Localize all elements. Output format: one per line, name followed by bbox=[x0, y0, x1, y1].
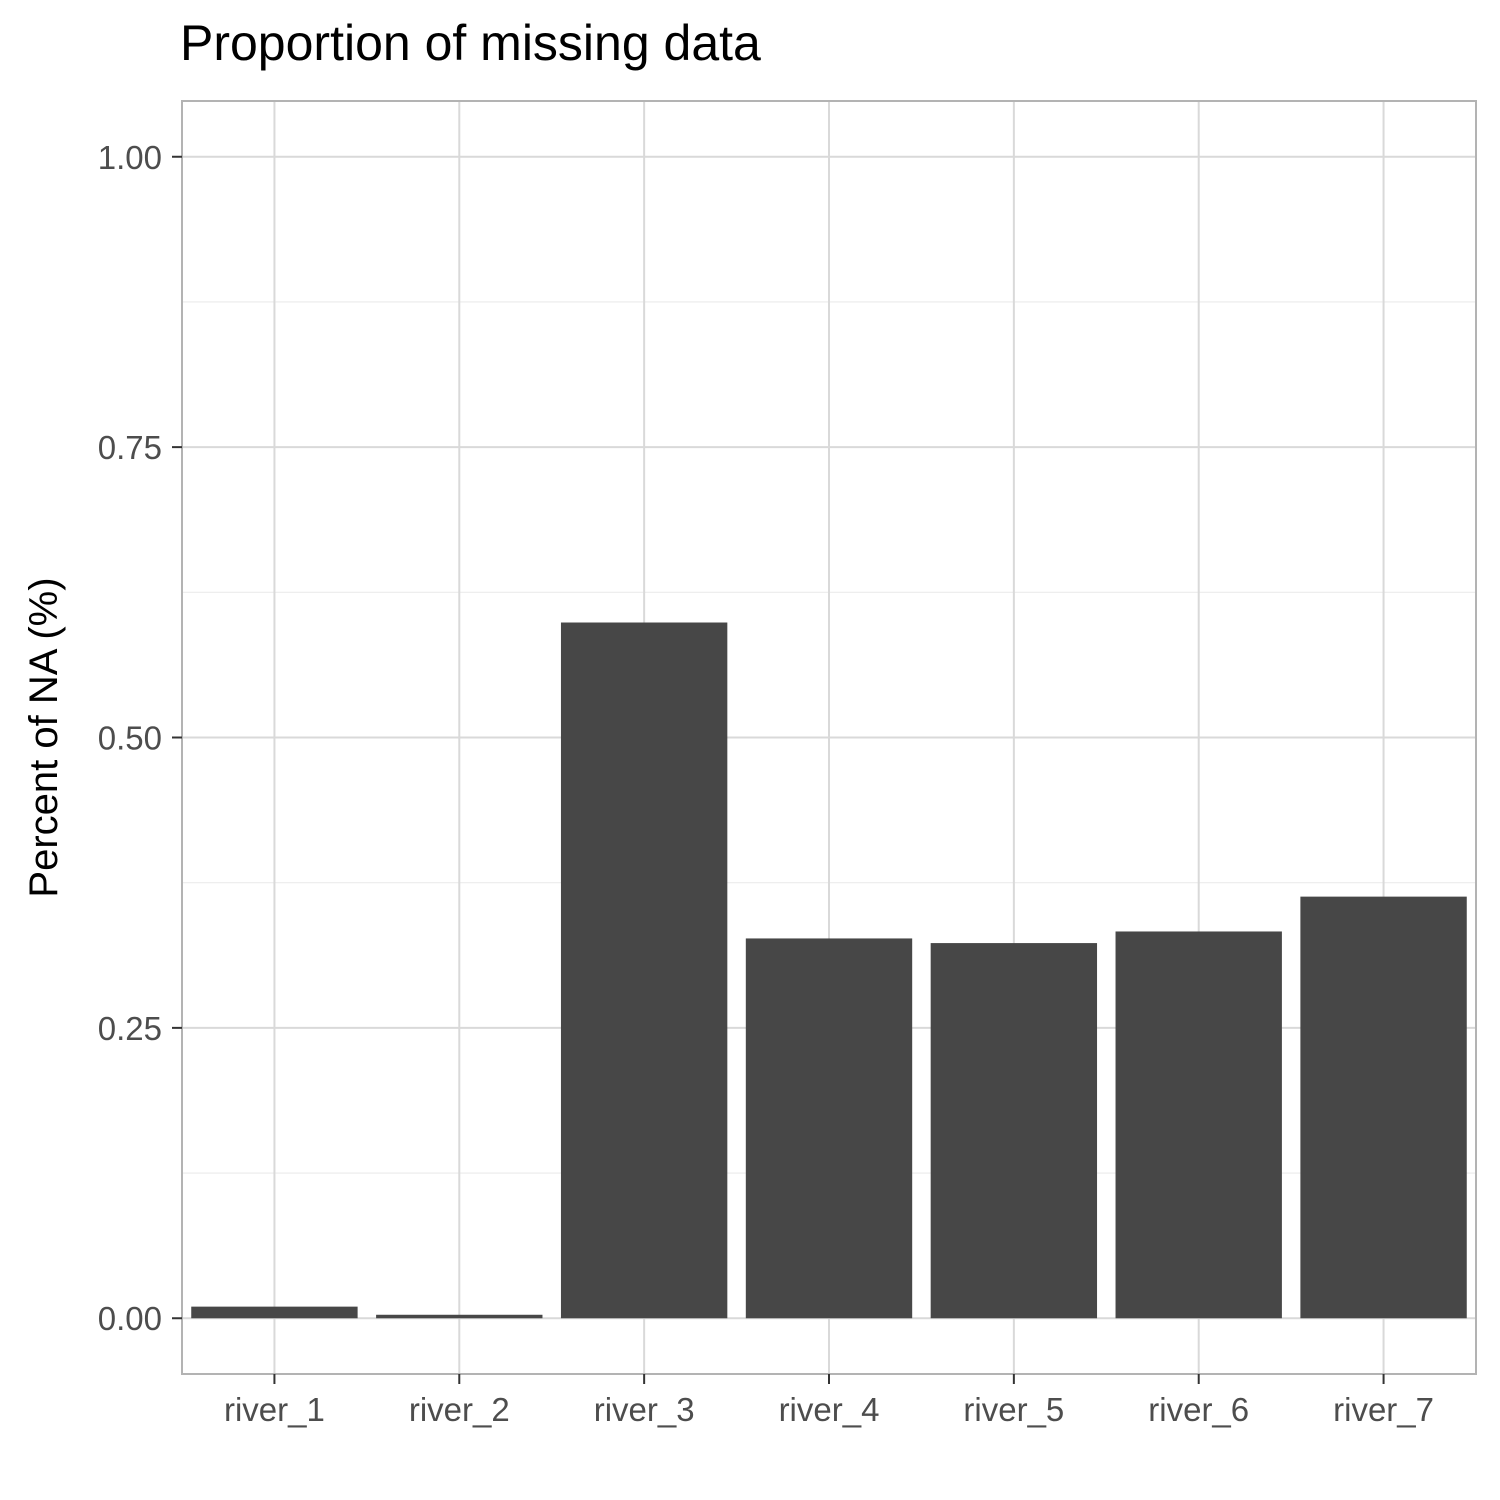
x-tick-label: river_2 bbox=[409, 1391, 510, 1428]
y-tick-label: 0.25 bbox=[98, 1010, 162, 1047]
x-tick-label: river_7 bbox=[1333, 1391, 1434, 1428]
bar-river_3 bbox=[560, 622, 728, 1319]
y-tick-label: 0.50 bbox=[98, 720, 162, 757]
bar-river_4 bbox=[745, 938, 913, 1319]
x-tick-label: river_3 bbox=[594, 1391, 695, 1428]
bars bbox=[191, 622, 1467, 1319]
x-tick-label: river_1 bbox=[224, 1391, 325, 1428]
y-axis-ticks: 0.00 0.25 0.50 0.75 1.00 bbox=[98, 139, 182, 1337]
y-tick-label: 1.00 bbox=[98, 139, 162, 176]
y-tick-label: 0.75 bbox=[98, 429, 162, 466]
x-axis-ticks: river_1 river_2 river_3 river_4 river_5 river… bbox=[224, 1374, 1434, 1428]
chart-title: Proportion of missing data bbox=[180, 15, 761, 71]
bar-river_1 bbox=[191, 1306, 358, 1319]
bar-river_5 bbox=[930, 943, 1098, 1319]
y-tick-label: 0.00 bbox=[98, 1300, 162, 1337]
bar-river_7 bbox=[1300, 896, 1467, 1319]
y-axis-label: Percent of NA (%) bbox=[22, 577, 66, 897]
bar-river_2 bbox=[376, 1314, 543, 1319]
major-gridlines bbox=[182, 101, 1476, 1374]
x-tick-label: river_5 bbox=[963, 1391, 1064, 1428]
bar-river_6 bbox=[1115, 931, 1282, 1319]
x-tick-label: river_4 bbox=[779, 1391, 880, 1428]
x-tick-label: river_6 bbox=[1148, 1391, 1249, 1428]
